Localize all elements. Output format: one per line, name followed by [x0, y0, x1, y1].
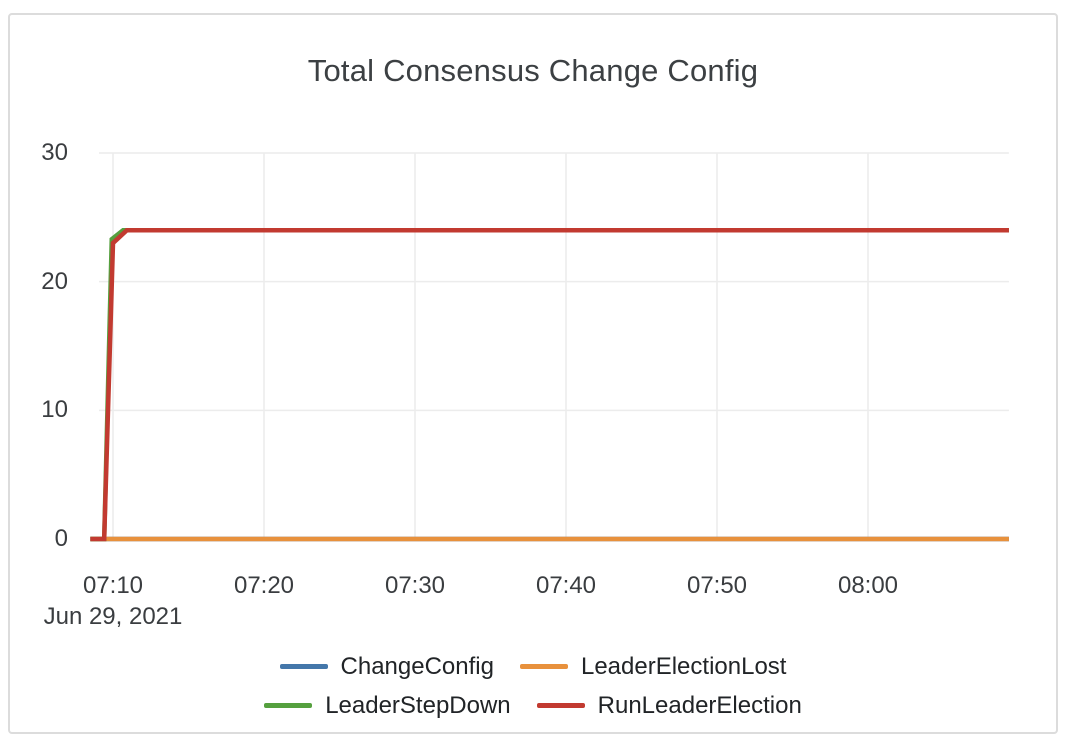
series-line-RunLeaderElection	[90, 227, 1009, 542]
chart-card: Total Consensus Change Config 0 10 20 30 07…	[8, 13, 1058, 734]
x-axis-date-label: Jun 29, 2021	[43, 603, 183, 630]
legend-label: LeaderElectionLost	[580, 652, 787, 680]
x-tick-label: 07:10	[82, 572, 144, 599]
legend-item-RunLeaderElection[interactable]: RunLeaderElection	[536, 691, 802, 720]
y-tick-label: 10	[41, 396, 68, 424]
legend-item-LeaderElectionLost[interactable]: LeaderElectionLost	[519, 652, 787, 681]
x-tick-label: 07:20	[233, 572, 295, 599]
legend-line-swatch	[279, 664, 328, 669]
y-tick-label: 20	[41, 267, 68, 295]
legend-line-swatch	[264, 703, 313, 708]
line-chart-plot	[90, 152, 1009, 542]
legend-row: LeaderStepDown RunLeaderElection	[10, 686, 1056, 725]
x-tick-label: 08:00	[837, 572, 899, 599]
x-tick-label: 07:40	[535, 572, 597, 599]
chart-title: Total Consensus Change Config	[307, 53, 759, 88]
legend-row: ChangeConfig LeaderElectionLost	[10, 647, 1056, 686]
legend-label: ChangeConfig	[340, 652, 494, 680]
chart-legend: ChangeConfig LeaderElectionLost LeaderStep…	[10, 647, 1056, 725]
legend-label: LeaderStepDown	[325, 691, 511, 719]
legend-label: RunLeaderElection	[597, 691, 802, 719]
x-tick-label: 07:30	[384, 572, 446, 599]
y-tick-label: 0	[54, 525, 68, 552]
legend-line-swatch	[536, 703, 585, 708]
legend-line-swatch	[519, 664, 568, 669]
legend-item-ChangeConfig[interactable]: ChangeConfig	[279, 652, 494, 681]
series-line-LeaderStepDown	[90, 227, 1009, 542]
legend-item-LeaderStepDown[interactable]: LeaderStepDown	[264, 691, 511, 720]
y-tick-label: 30	[41, 139, 68, 166]
x-tick-label: 07:50	[686, 572, 748, 599]
